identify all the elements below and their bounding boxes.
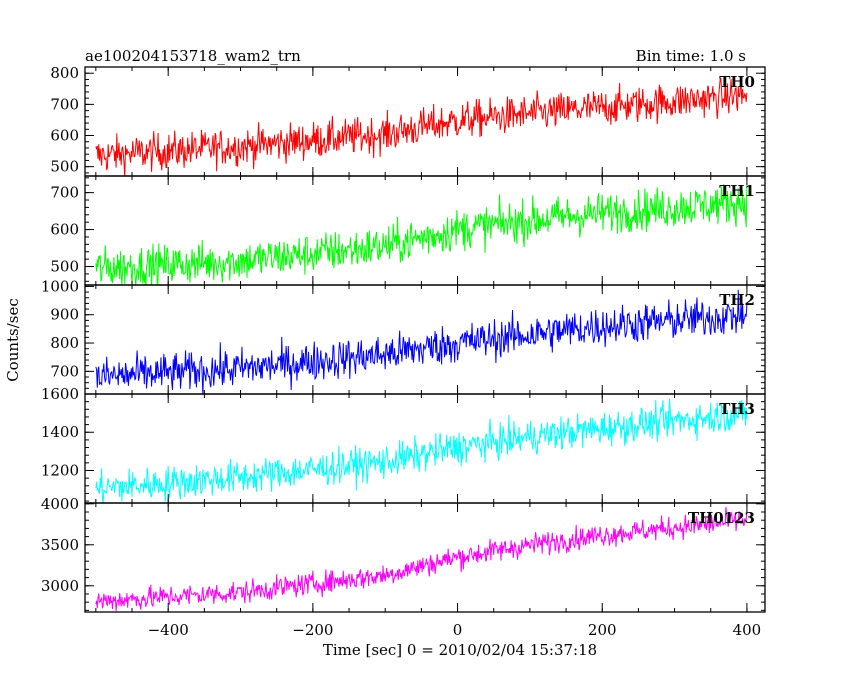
- panel-frame: [84, 502, 766, 613]
- series-line-th0: [95, 75, 748, 176]
- y-tick-label: 700: [50, 95, 79, 113]
- y-tick-label: 3000: [41, 577, 79, 595]
- panel-th3: 1200 1400 1600 TH3: [41, 385, 766, 504]
- y-tick-label: 800: [50, 64, 79, 82]
- x-axis-label: Time [sec] 0 = 2010/02/04 15:37:18: [323, 641, 597, 659]
- series-line-th2: [95, 289, 748, 394]
- panel-th0123: 3000 3500 4000 TH0123 −400 −200 0 200 400: [41, 495, 766, 639]
- y-tick-label: 900: [50, 306, 79, 324]
- panel-label-th2: TH2: [719, 291, 755, 309]
- panel-label-th1: TH1: [719, 182, 755, 200]
- bin-time-label: Bin time: 1.0 s: [636, 47, 746, 65]
- panel-label-th0123: TH0123: [688, 509, 755, 527]
- panel-th2: 700 800 900 1000 TH2: [41, 277, 766, 395]
- y-tick-label: 1600: [41, 385, 79, 403]
- y-tick-label: 500: [50, 258, 79, 276]
- x-tick-label: 200: [588, 621, 617, 639]
- y-axis-label: Counts/sec: [4, 298, 22, 382]
- y-tick-label: 600: [50, 127, 79, 145]
- y-tick-label: 3500: [41, 536, 79, 554]
- panel-label-th3: TH3: [719, 400, 755, 418]
- y-tick-label: 1200: [41, 461, 79, 479]
- x-tick-label: 0: [453, 621, 463, 639]
- panel-stack: 500 600 700 800 TH0 500 600 700 TH1 700 800 900 1000…: [41, 64, 766, 639]
- x-tick-label: −400: [148, 621, 189, 639]
- x-tick-label: 400: [733, 621, 762, 639]
- panel-label-th0: TH0: [719, 73, 755, 91]
- panel-th1: 500 600 700 TH1: [50, 175, 766, 286]
- y-tick-label: 4000: [41, 495, 79, 513]
- figure-title: ae100204153718_wam2_trn: [85, 47, 301, 65]
- series-line-th0123: [95, 506, 748, 612]
- series-line-th3: [95, 398, 748, 503]
- y-tick-label: 700: [50, 362, 79, 380]
- panel-frame: [84, 284, 766, 395]
- y-tick-label: 700: [50, 184, 79, 202]
- y-tick-label: 800: [50, 334, 79, 352]
- panel-th0: 500 600 700 800 TH0: [50, 64, 766, 177]
- y-tick-label: 1400: [41, 423, 79, 441]
- x-tick-label: −200: [292, 621, 333, 639]
- y-tick-label: 600: [50, 221, 79, 239]
- series-line-th1: [95, 184, 748, 285]
- y-tick-label: 500: [50, 158, 79, 176]
- y-tick-label: 1000: [41, 277, 79, 295]
